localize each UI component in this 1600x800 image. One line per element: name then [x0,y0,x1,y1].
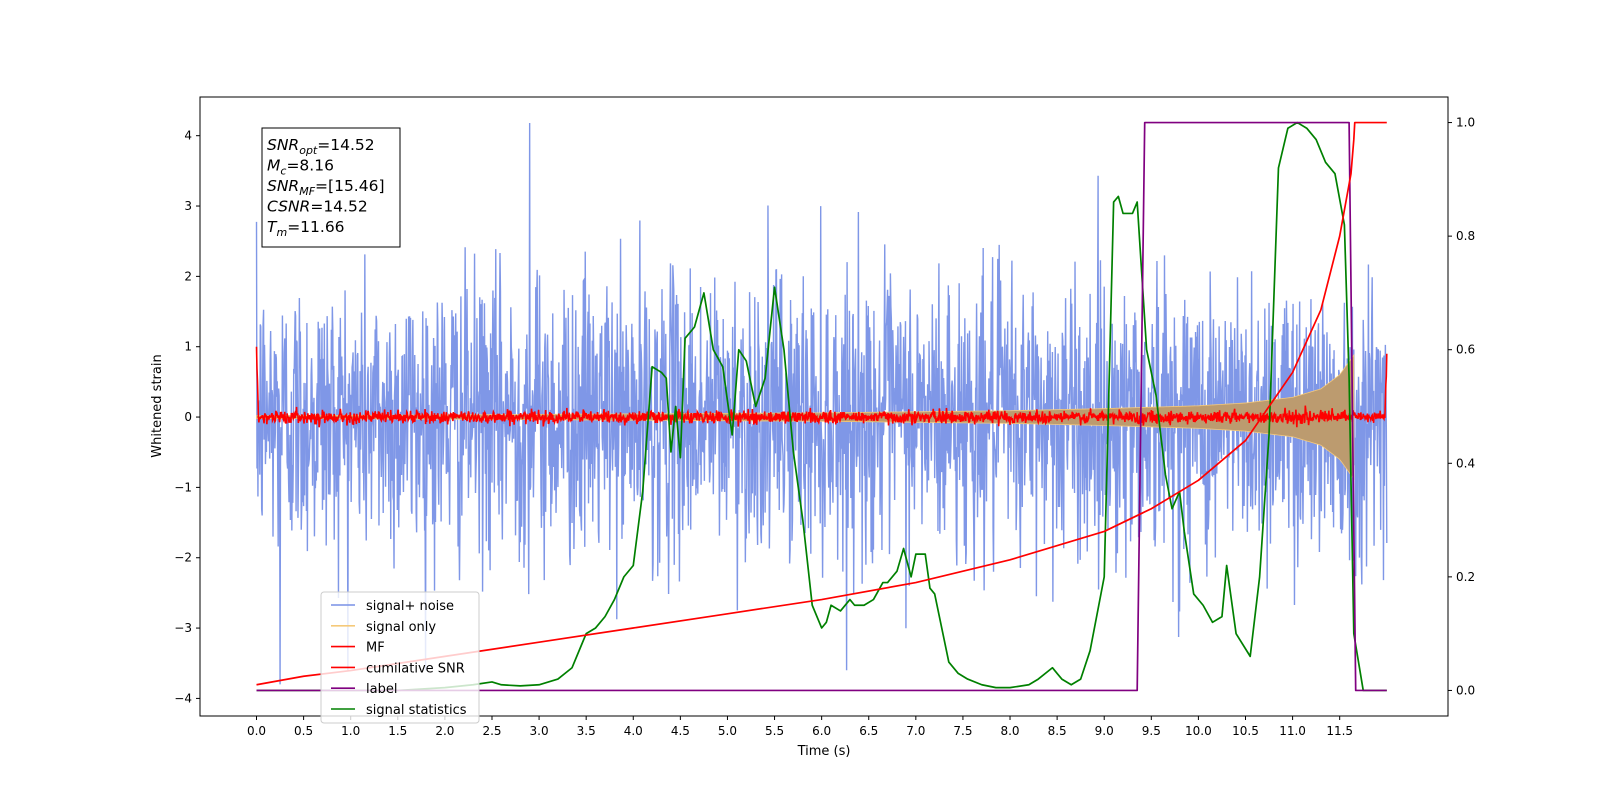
annotation-line: CSNR=14.52 [267,198,368,216]
y-tick-label: 3 [184,199,192,213]
x-tick-label: 6.5 [859,724,878,738]
y2-tick-label: 0.4 [1456,456,1475,470]
y-tick-label: −1 [174,480,192,494]
x-tick-label: 4.5 [671,724,690,738]
x-tick-label: 3.5 [577,724,596,738]
y-tick-label: 1 [184,340,192,354]
legend-entry-label: signal+ noise [366,599,454,614]
annotation-box-frame [261,127,401,248]
x-tick-label: 3.0 [530,724,549,738]
x-tick-label: 11.0 [1279,724,1306,738]
x-tick-label: 8.5 [1048,724,1067,738]
x-tick-label: 5.0 [718,724,737,738]
series-mf-line [255,346,1388,428]
y-tick-label: −4 [174,691,192,705]
x-tick-label: 11.5 [1326,724,1353,738]
legend-entry-label: signal statistics [366,703,467,718]
x-tick-label: 7.0 [906,724,925,738]
legend-entry-label: cumilative SNR [366,661,465,676]
y2-tick-label: 0.0 [1456,683,1475,697]
y2-tick-label: 1.0 [1456,116,1475,130]
x-tick-label: 10.5 [1232,724,1259,738]
x-tick-label: 10.0 [1185,724,1212,738]
x-tick-label: 4.0 [624,724,643,738]
x-tick-label: 9.5 [1142,724,1161,738]
annotation-box: SNRopt=14.52Mc=8.16SNRMF=[15.46]CSNR=14.… [261,127,401,248]
y-tick-label: −3 [174,621,192,635]
x-tick-label: 6.0 [812,724,831,738]
annotation-line: SNRopt=14.52 [267,136,375,157]
y2-tick-label: 0.8 [1456,229,1475,243]
y-tick-label: 4 [184,129,192,143]
x-tick-label: 8.0 [1000,724,1019,738]
y-tick-label: 0 [184,410,192,424]
x-tick-label: 0.0 [247,724,266,738]
y-axis-left: −4 −3 −2 −1 0 1 2 3 4 [174,129,200,705]
x-tick-label: 7.5 [953,724,972,738]
x-axis-label: Time (s) [797,744,851,759]
x-tick-label: 5.5 [765,724,784,738]
y-tick-label: −2 [174,551,192,565]
x-tick-label: 2.0 [435,724,454,738]
legend-entry-label: signal only [366,620,436,635]
x-tick-label: 1.0 [341,724,360,738]
legend-entry-label: MF [366,641,385,656]
legend-frame [320,591,480,724]
y2-tick-label: 0.2 [1456,570,1475,584]
axes-frame [199,96,1449,717]
annotation-line: Mc=8.16 [267,157,334,178]
series-label-line [256,121,1387,692]
y-axis-right: 0.0 0.2 0.4 0.6 0.8 1.0 [1448,116,1475,697]
y2-tick-label: 0.6 [1456,343,1475,357]
x-tick-label: 1.5 [388,724,407,738]
series-signal-noise-line [255,123,1388,685]
annotation-line: Tm=11.66 [267,218,345,239]
series-signal-statistics-line [256,121,1387,692]
legend-entry-label: label [366,682,397,697]
x-tick-label: 2.5 [482,724,501,738]
x-tick-label: 9.0 [1095,724,1114,738]
y-axis-label: Whitened strain [150,354,165,457]
x-tick-label: 0.5 [294,724,313,738]
annotation-line: SNRMF=[15.46] [267,177,385,198]
x-axis: 0.0 0.5 1.0 1.5 2.0 2.5 3.0 3.5 4.0 4.5 5.0 5.5 6.0 6… [247,716,1353,738]
legend: signal+ noise signal only MF cumilative SNR… [320,591,480,724]
y-tick-label: 2 [184,269,192,283]
